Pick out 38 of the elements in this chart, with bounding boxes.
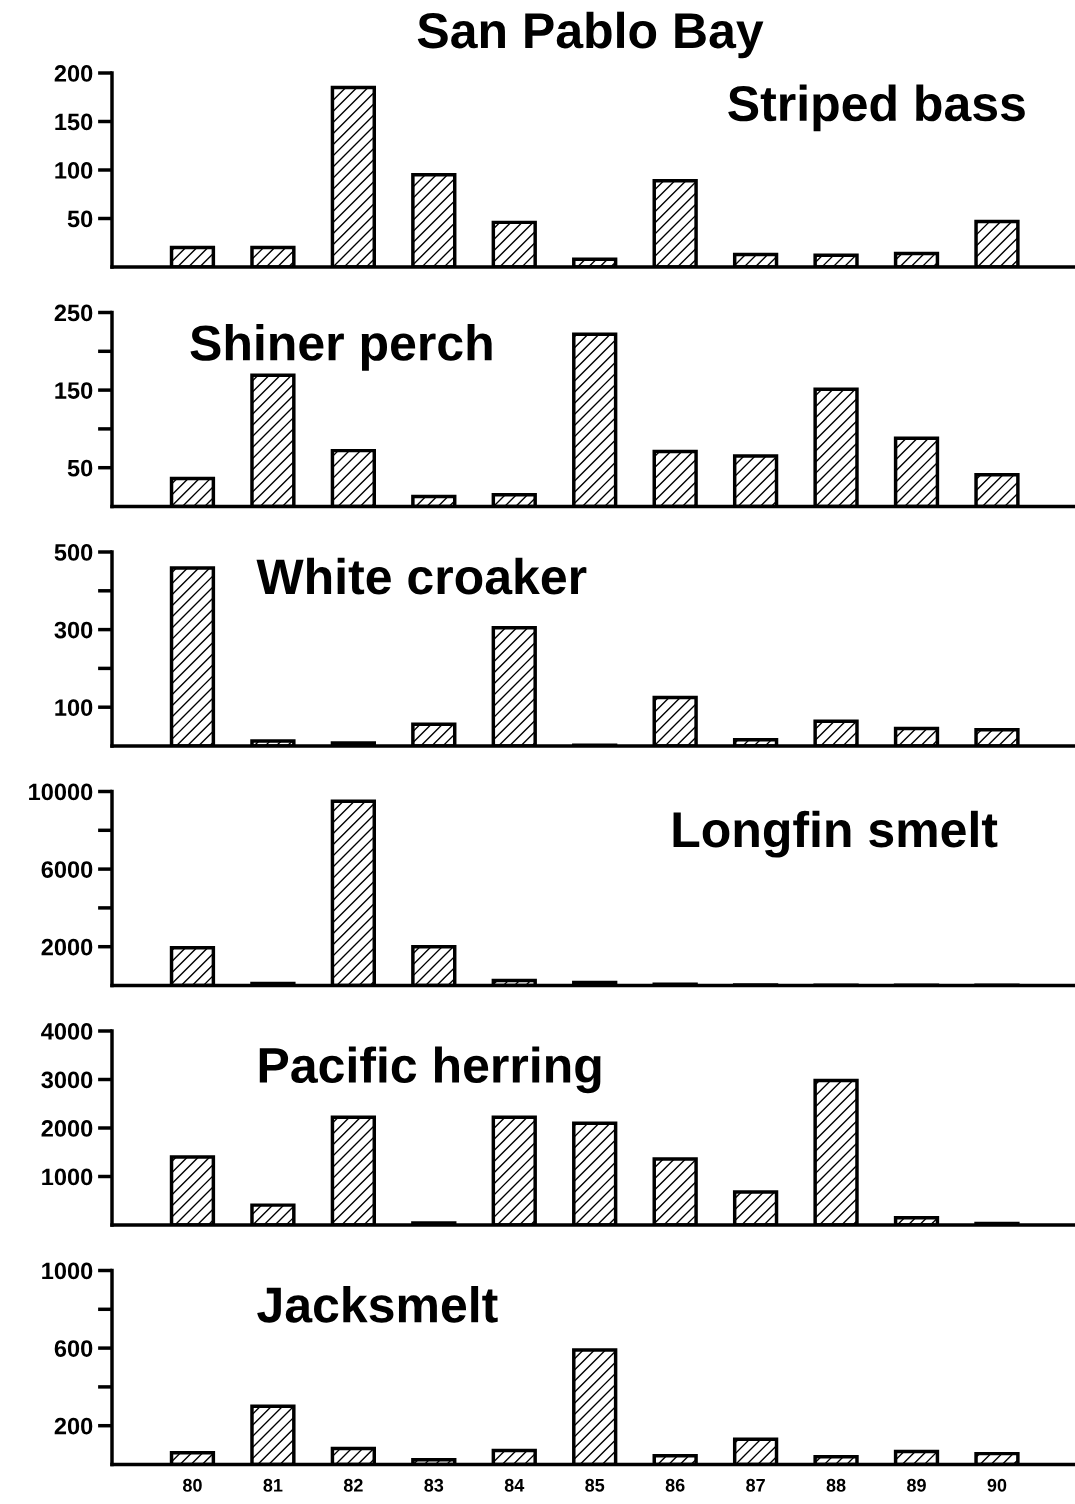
y-tick-label: 3000: [41, 1071, 93, 1089]
x-tick-label: 82: [343, 1478, 363, 1492]
y-tick-label: 500: [54, 544, 93, 561]
y-tick-label: 150: [55, 113, 93, 131]
x-tick-label: 81: [263, 1478, 283, 1492]
y-tick-label: 50: [67, 210, 93, 228]
chart-title: Pacific herring: [259, 1046, 601, 1094]
x-tick-label: 86: [665, 1478, 685, 1492]
y-tick-label: 6000: [41, 861, 93, 878]
x-tick-label: 90: [987, 1478, 1007, 1492]
y-tick-label: 100: [55, 699, 93, 716]
y-tick-label: 2000: [41, 1120, 93, 1137]
chart-title: Shiner perch: [190, 324, 492, 371]
y-tick-label: 4000: [41, 1023, 93, 1040]
y-tick-label: 300: [54, 621, 93, 639]
chart-title: White croaker: [256, 557, 587, 595]
x-tick-label: 87: [746, 1478, 765, 1492]
chart-title: Jacksmelt: [257, 1286, 498, 1323]
y-tick-label: 200: [54, 65, 93, 82]
y-tick-label: 10000: [29, 783, 93, 801]
y-tick-label: 200: [54, 1417, 93, 1435]
x-tick-label: 89: [907, 1478, 926, 1492]
y-tick-label: 600: [54, 1340, 93, 1357]
y-tick-label: 2000: [41, 938, 93, 956]
y-tick-label: 250: [54, 304, 93, 322]
chart-title: Striped bass: [728, 84, 1025, 132]
y-tick-label: 1000: [42, 1168, 93, 1186]
x-tick-label: 85: [585, 1478, 605, 1492]
x-tick-label: 84: [504, 1478, 525, 1492]
chart-title: Longfin smelt: [673, 810, 998, 858]
x-tick-label: 83: [424, 1478, 444, 1492]
text: San Pablo Bay: [417, 11, 764, 59]
x-tick-label: 88: [826, 1478, 846, 1492]
y-tick-label: 1000: [42, 1262, 93, 1280]
y-tick-label: 150: [55, 382, 93, 399]
y-tick-label: 50: [67, 459, 93, 477]
x-tick-label: 80: [182, 1478, 202, 1492]
y-tick-label: 100: [55, 162, 93, 179]
